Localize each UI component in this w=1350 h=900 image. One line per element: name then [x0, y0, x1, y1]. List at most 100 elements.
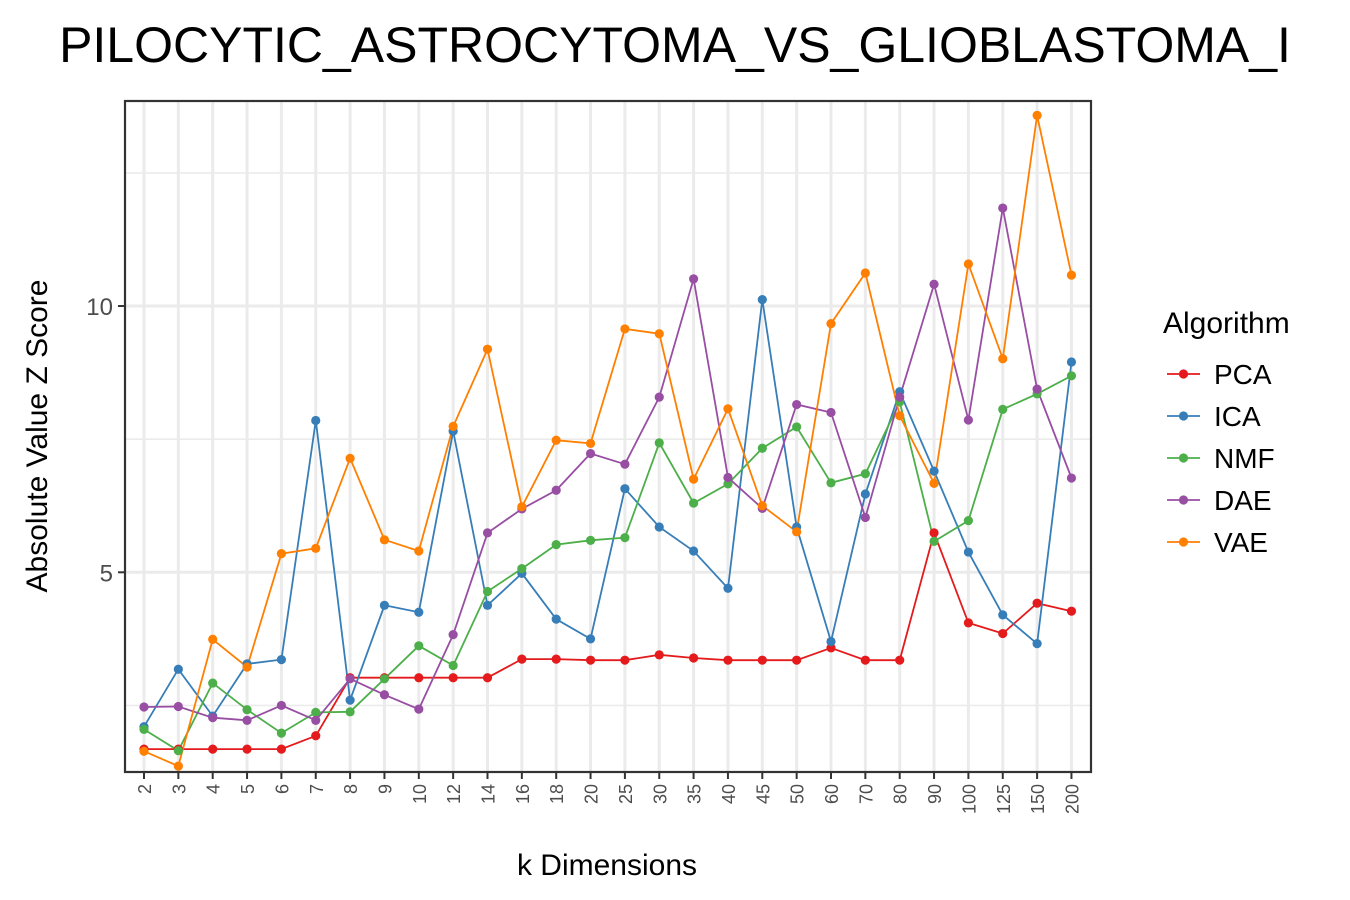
data-point-vae [723, 404, 733, 414]
x-tick-label: 50 [788, 784, 808, 804]
legend-label-pca: PCA [1214, 359, 1272, 390]
data-point-nmf [963, 516, 974, 526]
data-point-dae [585, 448, 596, 459]
data-point-pca [311, 731, 321, 741]
data-point-pca [689, 653, 699, 663]
data-point-vae [311, 543, 321, 553]
data-point-nmf [276, 728, 286, 738]
data-point-pca [998, 628, 1008, 639]
data-point-pca [551, 654, 561, 664]
legend-label-dae: DAE [1214, 485, 1272, 516]
legend-key-point-dae [1178, 495, 1189, 505]
data-point-pca [448, 673, 458, 683]
legend-key-point-vae [1178, 537, 1189, 547]
data-point-vae [826, 319, 836, 329]
data-point-pca [208, 744, 218, 754]
data-point-ica [345, 695, 355, 705]
data-point-vae [482, 344, 493, 354]
legend-title: Algorithm [1163, 307, 1290, 340]
x-tick-label: 16 [513, 784, 533, 804]
data-point-dae [482, 528, 493, 538]
x-tick-label: 100 [959, 784, 979, 814]
data-point-pca [242, 744, 252, 754]
data-point-pca [585, 655, 596, 665]
data-point-pca [860, 655, 870, 665]
x-tick-label: 4 [204, 784, 224, 794]
data-point-nmf [448, 660, 458, 671]
data-point-ica [757, 295, 767, 305]
data-point-pca [654, 650, 664, 660]
x-tick-label: 9 [375, 784, 395, 794]
data-point-nmf [208, 678, 218, 688]
data-point-dae [654, 392, 664, 402]
y-axis-title: Absolute Value Z Score [21, 280, 54, 593]
data-point-vae [208, 634, 218, 644]
data-point-dae [311, 715, 321, 725]
data-point-ica [1066, 357, 1077, 367]
data-point-ica [929, 466, 939, 476]
x-tick-label: 125 [994, 784, 1014, 814]
data-point-dae [414, 704, 424, 714]
x-tick-label: 10 [410, 784, 430, 804]
x-tick-label: 14 [479, 784, 499, 804]
data-point-vae [139, 746, 149, 756]
data-point-dae [139, 702, 149, 712]
data-point-vae [757, 501, 767, 511]
legend-key-point-pca [1178, 369, 1189, 379]
data-point-nmf [757, 443, 767, 453]
data-point-pca [1066, 606, 1077, 616]
data-point-nmf [1066, 371, 1077, 381]
y-tick-label: 10 [86, 294, 113, 321]
data-point-nmf [345, 707, 355, 717]
data-point-dae [1066, 473, 1077, 483]
x-tick-label: 45 [753, 784, 773, 804]
data-point-pca [826, 643, 836, 653]
data-point-nmf [929, 536, 939, 547]
x-tick-label: 35 [685, 784, 705, 804]
data-point-pca [620, 655, 630, 665]
data-point-pca [963, 618, 974, 628]
data-point-nmf [482, 586, 493, 597]
data-point-ica [311, 415, 321, 426]
data-point-vae [620, 324, 630, 334]
data-point-dae [792, 399, 802, 410]
series-line-pca [144, 529, 1072, 750]
data-point-vae [414, 546, 424, 556]
legend-key-point-nmf [1178, 453, 1189, 463]
data-point-dae [620, 459, 630, 469]
data-point-ica [1032, 639, 1042, 649]
x-tick-label: 3 [169, 784, 189, 794]
data-point-ica [689, 546, 699, 556]
y-tick-label: 5 [100, 560, 113, 587]
plot-background [125, 101, 1091, 772]
data-point-vae [517, 502, 527, 512]
x-tick-label: 18 [547, 784, 567, 804]
data-point-nmf [654, 438, 664, 448]
data-point-dae [998, 203, 1008, 213]
data-point-ica [620, 484, 630, 494]
data-point-dae [723, 472, 733, 483]
x-tick-label: 5 [238, 784, 258, 794]
x-tick-label: 6 [272, 784, 292, 794]
x-tick-label: 2 [135, 784, 155, 794]
data-point-nmf [585, 535, 596, 545]
data-point-dae [551, 485, 561, 495]
legend: Algorithm PCA ICA NMF DAE VAE [1163, 307, 1290, 558]
data-point-ica [654, 522, 664, 532]
x-tick-label: 150 [1028, 784, 1048, 814]
data-point-nmf [551, 540, 561, 550]
data-point-dae [963, 415, 974, 425]
data-point-vae [860, 268, 870, 278]
data-point-ica [585, 634, 596, 644]
data-point-nmf [998, 404, 1008, 414]
data-point-pca [517, 654, 527, 664]
data-point-ica [723, 583, 733, 593]
legend-label-ica: ICA [1214, 401, 1261, 432]
data-point-vae [276, 549, 286, 559]
data-point-nmf [414, 641, 424, 651]
data-point-dae [242, 715, 252, 725]
data-point-vae [585, 438, 596, 449]
x-axis-title: k Dimensions [517, 849, 697, 882]
x-tick-label: 60 [822, 784, 842, 804]
data-point-nmf [139, 724, 149, 734]
